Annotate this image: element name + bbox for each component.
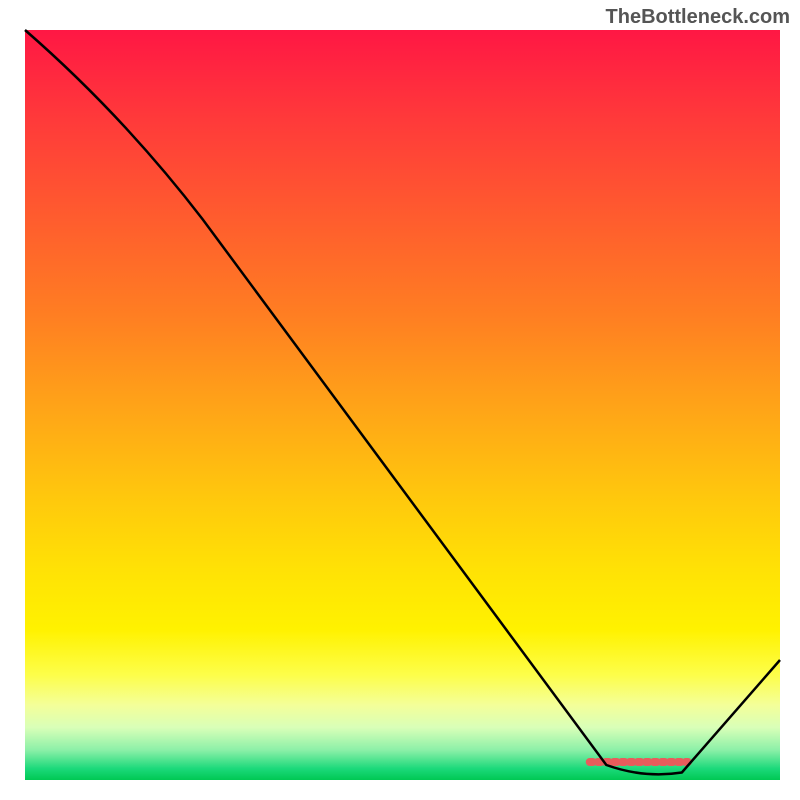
chart-container: TheBottleneck.com bbox=[0, 0, 800, 800]
chart-svg bbox=[0, 0, 800, 800]
watermark-text: TheBottleneck.com bbox=[606, 6, 790, 29]
